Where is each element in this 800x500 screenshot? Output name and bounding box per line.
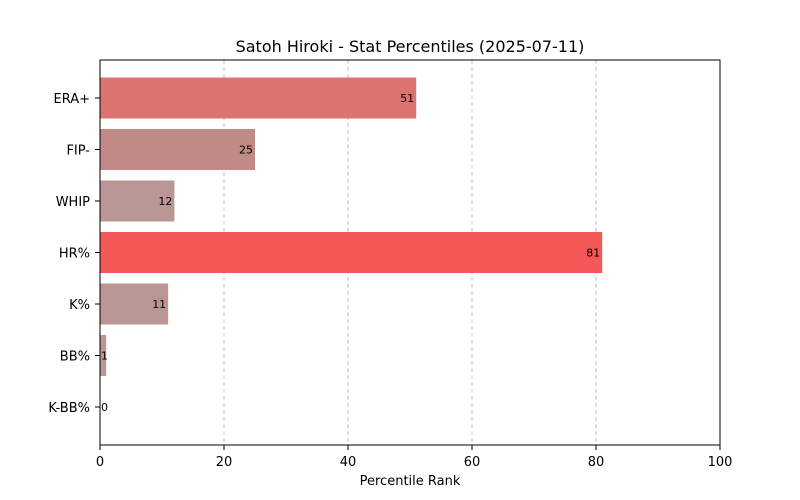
data-label-3: 81 bbox=[586, 247, 600, 260]
x-tick-label-5: 100 bbox=[708, 455, 733, 470]
y-tick-label-2: WHIP bbox=[56, 195, 90, 210]
chart-title: Satoh Hiroki - Stat Percentiles (2025-07… bbox=[236, 37, 585, 56]
x-axis-label: Percentile Rank bbox=[360, 474, 461, 489]
bar-4 bbox=[100, 283, 169, 325]
bar-1 bbox=[100, 129, 255, 170]
y-tick-label-1: FIP- bbox=[66, 144, 90, 159]
y-tick-label-6: K-BB% bbox=[48, 401, 90, 416]
data-label-2: 12 bbox=[158, 195, 172, 208]
bars bbox=[100, 77, 603, 376]
data-label-0: 51 bbox=[400, 92, 414, 105]
x-axis-ticks: 0 20 40 60 80 100 bbox=[96, 445, 733, 470]
x-tick-label-2: 40 bbox=[340, 455, 357, 470]
bar-0 bbox=[100, 77, 417, 119]
y-tick-label-5: BB% bbox=[60, 350, 90, 365]
y-tick-label-0: ERA+ bbox=[53, 92, 90, 107]
y-tick-label-3: HR% bbox=[59, 247, 90, 262]
data-label-4: 11 bbox=[152, 298, 166, 311]
x-tick-label-3: 60 bbox=[464, 455, 481, 470]
x-tick-label-1: 20 bbox=[216, 455, 233, 470]
bar-5 bbox=[100, 335, 107, 376]
data-label-6: 0 bbox=[101, 401, 108, 414]
bar-3 bbox=[100, 232, 603, 273]
y-tick-label-4: K% bbox=[69, 298, 90, 313]
data-label-1: 25 bbox=[239, 144, 253, 157]
y-axis-ticks: ERA+ FIP- WHIP HR% K% BB% K-BB% bbox=[48, 92, 100, 416]
x-tick-label-0: 0 bbox=[96, 455, 104, 470]
bar-2 bbox=[100, 180, 175, 222]
x-tick-label-4: 80 bbox=[588, 455, 605, 470]
data-label-5: 1 bbox=[101, 350, 108, 363]
